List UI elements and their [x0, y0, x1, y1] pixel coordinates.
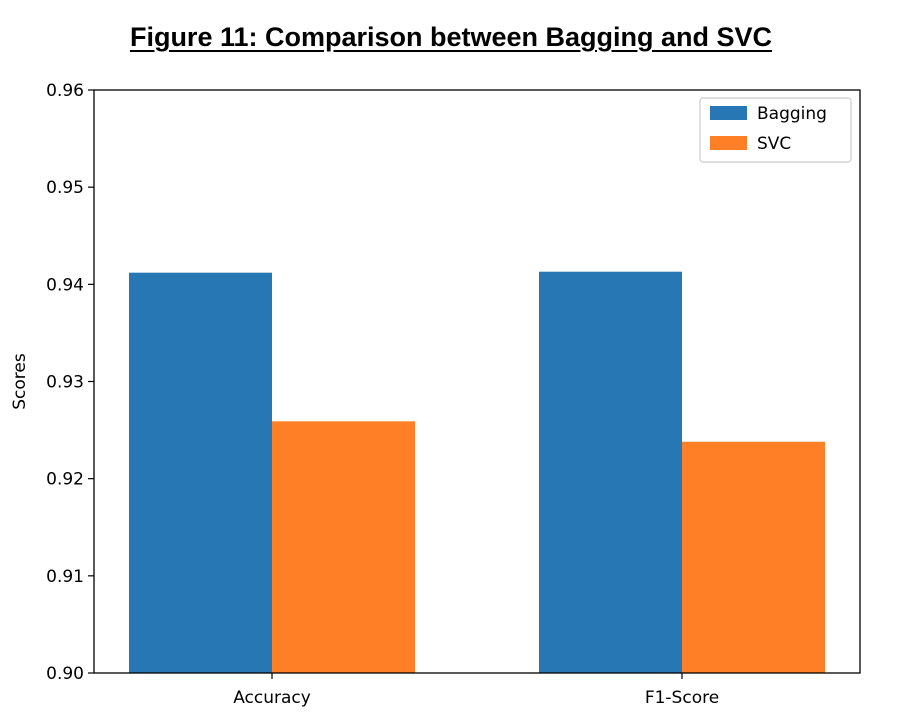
y-tick-label: 0.91 [46, 567, 84, 587]
bar-svc-f1-score [682, 441, 825, 673]
figure-title: Figure 11: Comparison between Bagging an… [129, 22, 773, 52]
y-tick-label: 0.96 [46, 81, 84, 101]
y-axis-label: Scores [10, 353, 30, 410]
bar-svc-accuracy [272, 421, 415, 673]
legend-label-bagging: Bagging [757, 104, 827, 124]
x-axis: Accuracy F1-Score [233, 673, 719, 708]
legend-label-svc: SVC [757, 134, 791, 154]
bar-bagging-accuracy [129, 272, 272, 673]
y-axis: 0.90 0.91 0.92 0.93 0.94 0.95 0.96 [46, 81, 94, 684]
x-tick-label: F1-Score [645, 688, 719, 708]
legend-swatch-bagging [710, 106, 747, 120]
y-tick-label: 0.94 [46, 275, 84, 295]
bar-bagging-f1-score [539, 271, 682, 673]
y-tick-label: 0.95 [46, 178, 84, 198]
x-tick-label: Accuracy [233, 688, 311, 708]
y-tick-label: 0.93 [46, 373, 84, 393]
legend-swatch-svc [710, 136, 747, 150]
y-tick-label: 0.92 [46, 470, 84, 490]
y-tick-label: 0.90 [46, 664, 84, 684]
bars-layer [129, 271, 825, 673]
legend: Bagging SVC [699, 97, 852, 163]
